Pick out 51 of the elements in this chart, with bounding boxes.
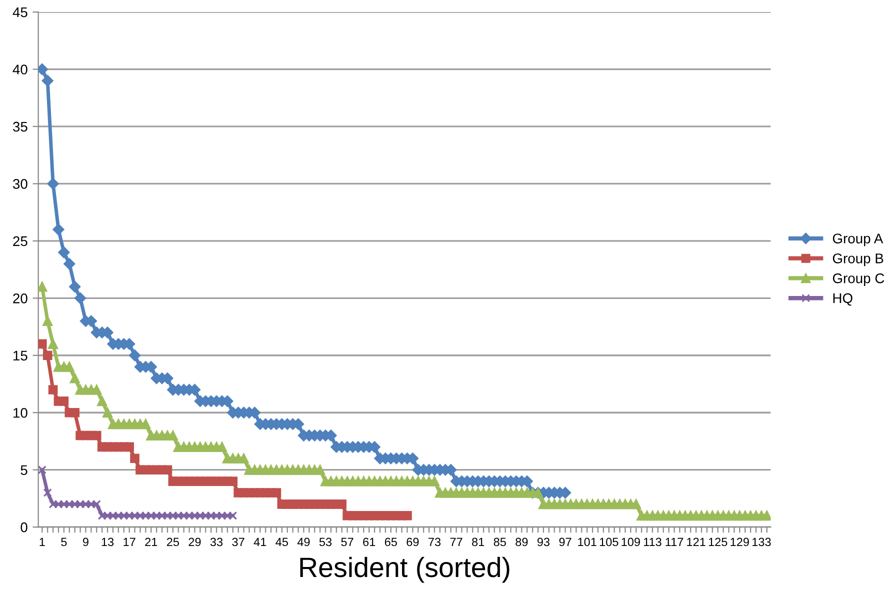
x-tick-label: 37 (232, 538, 244, 546)
x-tick-label: 97 (559, 538, 572, 546)
x-tick-label: 29 (188, 538, 201, 546)
x-tick-label: 33 (210, 538, 223, 546)
x-tick-label: 25 (166, 538, 179, 546)
x-tick-label: 57 (341, 538, 354, 546)
x-tick-label: 21 (145, 538, 158, 546)
x-tick-label: 89 (516, 538, 528, 546)
x-tick-label: 113 (644, 538, 662, 546)
x-tick-label: 133 (752, 538, 771, 546)
x-tick-label: 125 (708, 538, 728, 546)
x-tick-label: 93 (537, 538, 550, 546)
x-tick-label: 105 (600, 538, 618, 546)
x-tick-label: 13 (102, 538, 114, 546)
x-tick-label: 41 (254, 538, 266, 546)
y-tick-label: 40 (12, 64, 28, 74)
x-tick-label: 5 (61, 538, 67, 546)
x-tick-label: 109 (622, 538, 640, 546)
x-tick-label: 49 (297, 538, 310, 546)
legend-label: Group C (832, 273, 884, 286)
y-tick-label: 20 (13, 293, 28, 304)
x-tick-label: 61 (363, 538, 376, 546)
point (38, 466, 46, 474)
y-tick-label: 45 (12, 7, 28, 18)
legend-label: Group A (832, 234, 884, 246)
x-tick-label: 45 (276, 538, 288, 546)
x-tick-label: 9 (82, 538, 88, 546)
x-tick-label: 121 (687, 538, 706, 546)
y-tick-label: 35 (12, 122, 28, 132)
y-tick-label: 25 (13, 236, 28, 246)
x-tick-label: 1 (40, 538, 45, 546)
y-tick-label: 10 (14, 408, 28, 418)
x-tick-label: 65 (384, 538, 397, 546)
x-tick-label: 53 (319, 538, 332, 546)
x-tick-label: 73 (428, 538, 441, 546)
x-tick-label: 101 (578, 538, 596, 546)
x-axis-title: Resident (sorted) (300, 556, 510, 583)
x-tick-label: 17 (124, 538, 136, 546)
x-tick-label: 81 (472, 538, 484, 546)
legend-label: Group B (832, 253, 884, 266)
x-tick-label: 129 (730, 538, 749, 546)
y-tick-label: 15 (14, 350, 28, 361)
point (43, 488, 52, 498)
x-tick-label: 77 (450, 538, 462, 546)
x-tick-label: 85 (494, 538, 506, 546)
y-tick-label: 5 (20, 465, 28, 476)
y-tick-label: 0 (20, 522, 28, 532)
legend-label: HQ (833, 293, 852, 306)
x-tick-label: 69 (406, 538, 419, 546)
x-tick-label: 117 (666, 538, 684, 546)
y-tick-label: 30 (12, 179, 28, 189)
